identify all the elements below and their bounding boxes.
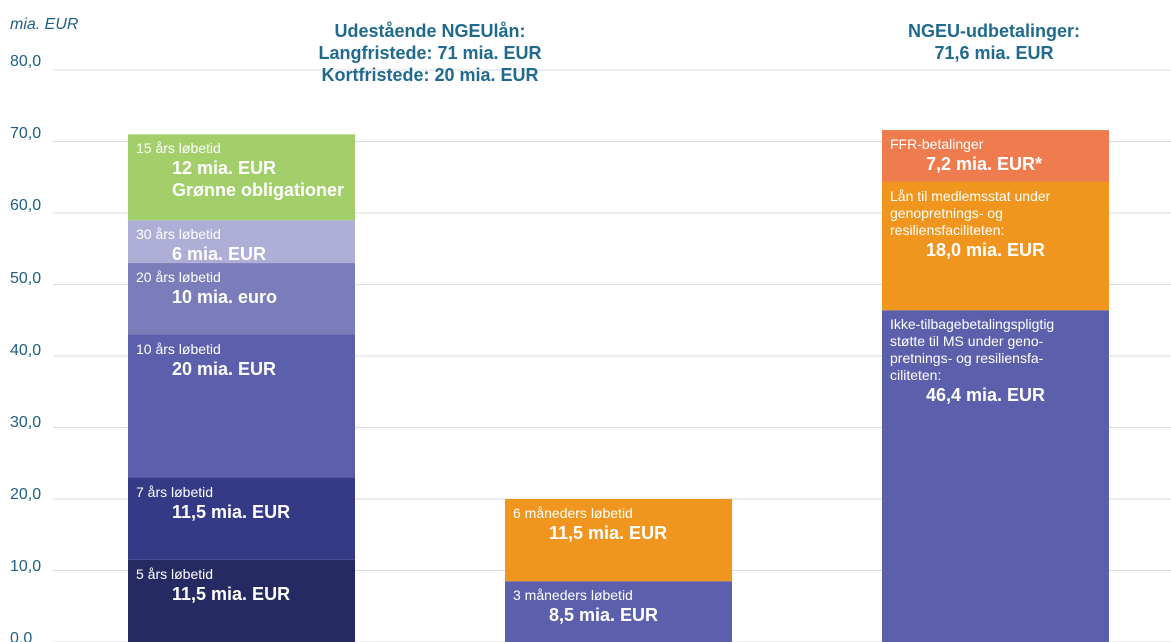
segment-label: 10 års løbetid 20 mia. EUR [136,341,351,380]
bar-segment [128,334,355,478]
value-label: 46,4 mia. EUR [926,385,1046,406]
segment-label: 15 års løbetid 12 mia. EUR Grønne obligati… [136,140,351,201]
bar-segment [505,581,732,642]
segment-label: FFR-betalinger 7,2 mia. EUR* [890,136,1105,175]
segment-label: 3 måneders løbetid 8,5 mia. EUR [513,587,728,626]
y-tick-label: 30,0 [10,413,42,431]
annotation: Udestående NGEUlån: Langfristede: 71 mia… [318,21,542,85]
y-tick-label: 70,0 [10,125,42,143]
y-tick-label: 10,0 [10,557,42,575]
value-label: 10 mia. euro [172,287,278,308]
y-tick-label: 0,0 [10,630,33,642]
y-tick-label: 20,0 [10,485,42,503]
segment-sublabel: Grønne obligationer [172,180,345,201]
bar-segment [128,220,355,264]
segment-label: 7 års løbetid 11,5 mia. EUR [136,484,351,523]
y-axis-label: mia. EUR [10,16,79,33]
value-label: 6 mia. EUR [172,244,267,265]
y-tick-label: 60,0 [10,197,42,215]
bar-segment [882,130,1109,182]
y-tick-label: 80,0 [10,53,42,71]
segment-label: 5 års løbetid 11,5 mia. EUR [136,566,351,605]
value-label: 12 mia. EUR [172,158,277,179]
segment-label: 6 måneders løbetid 11,5 mia. EUR [513,505,728,544]
segment-name: 6 måneders løbetid [513,505,633,521]
value-label: 11,5 mia. EUR [549,523,668,543]
segment-name: 7 års løbetid [136,483,214,500]
bar-segment [882,310,1109,642]
bar-segment [128,477,355,560]
value-label: 18,0 mia. EUR [926,239,1046,260]
segment-label: Lån til medlemsstat under genopretnings-… [890,188,1105,261]
value-label: 11,5 mia. EUR [172,583,291,604]
segment-label: Ikke-tilbagebetalingspligtig støtte til … [890,316,1105,406]
bar-segment [505,499,732,582]
segment-name: 20 års løbetid [136,269,221,286]
segment-name: 3 måneders løbetid [513,587,633,604]
value-label: 20 mia. EUR [172,358,277,379]
value-label: 11,5 mia. EUR [172,501,291,522]
segment-name: Ikke-tilbagebetalingspligtig støtte til … [890,316,1055,384]
segment-label: 20 års løbetid 10 mia. euro [136,269,351,308]
bar-segment [882,181,1109,311]
annotation: NGEU-udbetalinger: 71,6 mia. EUR [907,21,1081,63]
bar-segment [128,134,355,221]
value-label: 7,2 mia. EUR* [926,154,1043,175]
segment-name: 30 års løbetid [136,226,221,243]
segment-name: 5 års løbetid [136,565,214,582]
segment-name: 10 års løbetid [136,340,221,357]
value-label: 8,5 mia. EUR [549,605,659,626]
segment-name: Lån til medlemsstat under genopretnings-… [890,187,1051,238]
y-tick-label: 40,0 [10,341,42,359]
segment-name: 15 års løbetid [136,140,221,157]
segment-label: 30 års løbetid 6 mia. EUR [136,226,351,265]
bar-segment [128,559,355,642]
segment-name: FFR-betalinger [890,136,984,153]
y-tick-label: 50,0 [10,269,42,287]
bar-segment [128,263,355,335]
